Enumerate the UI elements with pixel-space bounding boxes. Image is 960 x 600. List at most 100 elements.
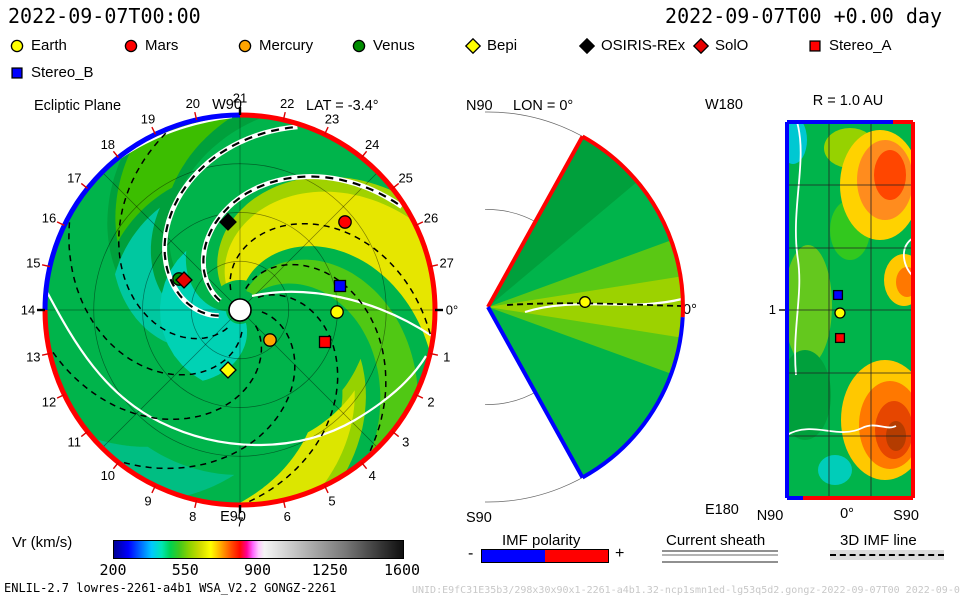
radial-axis-n90: N90 (757, 508, 784, 524)
radial-border (785, 120, 915, 500)
ecliptic-tick-label: 0° (446, 303, 458, 318)
current-sheath-sample (662, 550, 778, 563)
solo-marker (175, 271, 193, 289)
ecliptic-tick-label: 1 (443, 350, 450, 365)
ecliptic-tick-label: 10 (101, 468, 115, 483)
meridional-edges (486, 134, 685, 480)
run-id-watermark: UNID:E9fC31E35b3/298x30x90x1-2261-a4b1.3… (412, 585, 960, 596)
square-icon (809, 39, 821, 52)
sun-icon (228, 298, 252, 322)
ecliptic-top-label: W90 (212, 97, 242, 113)
ecliptic-tick-label: 13 (26, 350, 40, 365)
ecliptic-tick-label: 23 (325, 112, 339, 127)
ecliptic-tick-label: 27 (439, 255, 453, 270)
timestamp-current: 2022-09-07T00:00 (8, 4, 201, 28)
ecliptic-tick-label: 12 (42, 395, 56, 410)
ecliptic-tick-label: 6 (284, 509, 291, 524)
legend-item-mercury: Mercury (236, 32, 350, 59)
legend-item-mars: Mars (122, 32, 236, 59)
radial-east-label: E180 (705, 502, 739, 518)
legend-label: Stereo_B (31, 64, 94, 81)
legend-item-venus: Venus (350, 32, 464, 59)
ecliptic-title: Ecliptic Plane (34, 98, 121, 114)
ecliptic-rim (42, 112, 438, 508)
legend-item-earth: Earth (8, 32, 122, 59)
radial-grid (787, 122, 913, 498)
square-icon (11, 66, 23, 79)
legend-item-bepi: Bepi (464, 32, 578, 59)
ecliptic-tick-label: 22 (280, 96, 294, 111)
colorbar-tick-labels: 200 550 900 1250 1600 (0, 561, 960, 579)
current-sheet-and-imf-lines (45, 115, 433, 503)
diamond-icon (578, 37, 596, 54)
ecliptic-lat-label: LAT = -3.4° (306, 98, 379, 114)
edge-north-positive (486, 135, 585, 308)
current-sheet-contour (794, 122, 802, 376)
ecliptic-tick-label: 24 (365, 137, 379, 152)
imf-line-label: 3D IMF line (840, 532, 917, 549)
arc-positive (581, 134, 685, 318)
legend-item-stereo-b: Stereo_B (8, 59, 122, 86)
earth-marker (834, 307, 846, 319)
circle-icon (238, 39, 252, 52)
meridional-lon-label: LON = 0° (513, 98, 573, 114)
imf-negative-swatch (482, 550, 545, 562)
meridional-north-label: N90 (466, 98, 493, 114)
ecliptic-tick-label: 18 (101, 137, 115, 152)
stereo_a-marker (834, 332, 846, 344)
imf-line-dashed (506, 302, 683, 307)
ecliptic-tick-label: 5 (328, 494, 335, 509)
ecliptic-tick-label: 3 (402, 435, 409, 450)
model-run-info: ENLIL-2.7 lowres-2261-a4b1 WSA_V2.2 GONG… (4, 581, 337, 595)
ecliptic-tick-label: 15 (26, 255, 40, 270)
ecliptic-tick-label: 11 (68, 435, 82, 450)
legend-label: Mars (145, 37, 179, 54)
current-sheet-contour (787, 424, 897, 436)
circle-icon (10, 39, 24, 52)
legend-label: Mercury (259, 37, 314, 54)
legend-label: Bepi (487, 37, 518, 54)
earth-marker (579, 296, 591, 308)
ecliptic-tick-label: 2 (427, 395, 434, 410)
meridional-plane-panel: N90 LON = 0° S90 0° (466, 98, 697, 526)
legend-label: Venus (373, 37, 415, 54)
arc-negative (581, 317, 685, 480)
stereo_b-marker (832, 289, 844, 301)
meridional-south-label: S90 (466, 510, 492, 526)
legend-label: SolO (715, 37, 749, 54)
legend-item-osiris-rex: OSIRIS-REx (578, 32, 692, 59)
legend-item-stereo-a: Stereo_A (806, 32, 920, 59)
radial-axis-zero: 0° (840, 506, 854, 522)
meridional-object-markers (579, 296, 591, 308)
colorbar-title: Vr (km/s) (12, 534, 73, 551)
ecliptic-tick-label: 25 (398, 170, 412, 185)
rim-positive-polarity (42, 112, 438, 508)
earth-marker (330, 305, 344, 319)
ecliptic-tick-label: 7 (236, 515, 243, 530)
legend-label: Stereo_A (829, 37, 892, 54)
circle-icon (124, 39, 138, 52)
radial-map-panel: W180 R = 1.0 AU E180 N90 0° S90 1 (705, 93, 919, 524)
imf-polarity-bar (481, 549, 609, 563)
diamond-icon (692, 37, 710, 54)
ecliptic-plane-panel: Ecliptic Plane W90 LAT = -3.4° E90 0°123… (21, 91, 458, 530)
radial-axis-s90: S90 (893, 508, 919, 524)
meridional-zero-label: 0° (683, 302, 697, 318)
ecliptic-tick-label: 9 (144, 494, 151, 509)
rim-negative-polarity (42, 112, 241, 311)
imf-line-sample (830, 550, 944, 560)
mars-marker (338, 215, 352, 229)
ecliptic-tick-label: 14 (21, 303, 35, 318)
ecliptic-tick-label: 4 (369, 468, 376, 483)
object-legend: Earth Mars Mercury Venus Bepi OSIRIS-REx SolO S… (8, 32, 928, 86)
legend-label: Earth (31, 37, 67, 54)
imf-positive-swatch (545, 550, 608, 562)
stereo_a-marker (318, 335, 332, 349)
imf-polarity-label: IMF polarity (502, 532, 581, 549)
radial-west-label: W180 (705, 97, 743, 113)
edge-south-negative (486, 306, 585, 479)
current-sheet-contour (903, 237, 913, 277)
ecliptic-tick-label: 19 (141, 112, 155, 127)
ecliptic-tick-label: 8 (189, 509, 196, 524)
